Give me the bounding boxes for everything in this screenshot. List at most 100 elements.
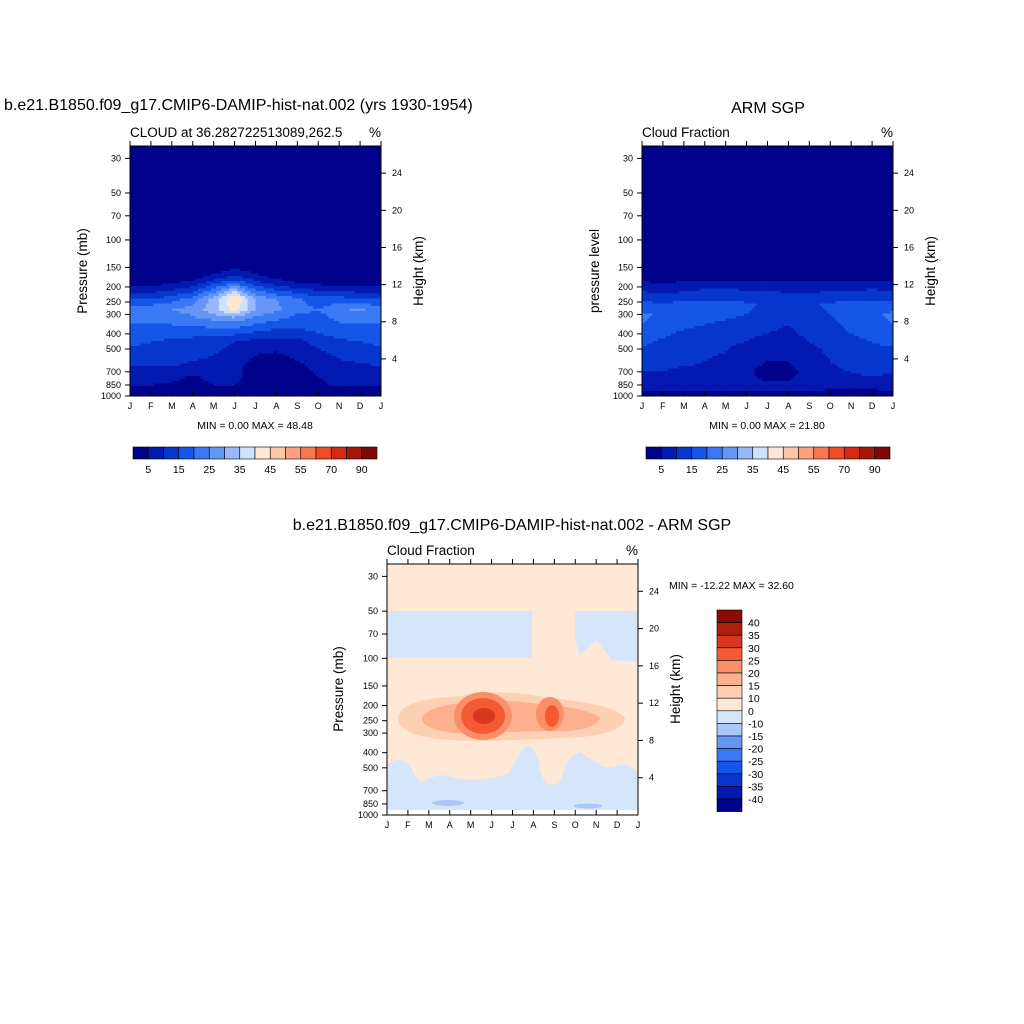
contour-cell <box>203 246 207 250</box>
contour-cell <box>286 268 291 272</box>
contour-cell <box>323 261 327 265</box>
contour-cell <box>286 261 291 265</box>
contour-cell <box>333 188 338 192</box>
contour-cell <box>250 221 254 225</box>
contour-cell <box>166 211 170 215</box>
contour-cell <box>347 236 351 240</box>
contour-cell <box>328 261 332 265</box>
contour-cell <box>153 233 157 237</box>
contour-cell <box>177 196 181 200</box>
contour-cell <box>258 188 262 192</box>
contour-cell <box>271 246 275 250</box>
contour-cell <box>205 231 210 235</box>
contour-cell <box>211 261 215 265</box>
contour-cell <box>313 233 317 237</box>
contour-cell <box>255 153 259 157</box>
contour-cell <box>197 248 202 252</box>
contour-cell <box>360 198 364 202</box>
contour-cell <box>234 153 238 157</box>
contour-cell <box>166 183 170 187</box>
contour-cell <box>237 238 241 242</box>
contour-cell <box>250 223 254 227</box>
contour-cell <box>229 173 233 177</box>
contour-cell <box>179 188 183 192</box>
contour-cell <box>271 251 275 255</box>
contour-cell <box>221 266 225 270</box>
contour-cell <box>132 166 136 170</box>
contour-cell <box>197 206 202 210</box>
contour-cell <box>231 168 236 172</box>
contour-cell <box>315 273 319 277</box>
contour-cell <box>197 188 202 192</box>
contour-cell <box>143 213 147 217</box>
contour-cell <box>216 218 220 222</box>
contour-cell <box>375 196 379 200</box>
contour-cell <box>370 233 374 237</box>
contour-cell <box>333 186 338 190</box>
contour-cell <box>200 156 204 160</box>
contour-cell <box>135 183 139 187</box>
contour-cell <box>195 191 199 195</box>
contour-cell <box>260 203 264 207</box>
contour-cell <box>239 176 244 180</box>
contour-cell <box>373 271 377 275</box>
contour-cell <box>315 261 319 265</box>
contour-cell <box>349 156 353 160</box>
contour-cell <box>362 256 366 260</box>
contour-cell <box>354 238 359 242</box>
contour-cell <box>297 253 301 257</box>
contour-cell <box>221 146 225 150</box>
contour-cell <box>229 181 233 185</box>
contour-cell <box>352 196 356 200</box>
contour-cell <box>150 231 155 235</box>
contour-cell <box>331 261 335 265</box>
contour-cell <box>148 246 152 250</box>
contour-cell <box>373 186 377 190</box>
contour-cell <box>130 263 134 267</box>
contour-cell <box>169 246 173 250</box>
contour-cell <box>307 241 311 245</box>
contour-cell <box>360 151 364 155</box>
contour-cell <box>137 273 142 277</box>
contour-cell <box>333 151 338 155</box>
contour-cell <box>216 206 220 210</box>
contour-cell <box>195 261 199 265</box>
contour-cell <box>187 191 191 195</box>
contour-cell <box>184 203 189 207</box>
contour-cell <box>352 163 356 167</box>
contour-cell <box>158 188 162 192</box>
contour-cell <box>279 218 283 222</box>
contour-cell <box>373 223 377 227</box>
contour-cell <box>145 163 149 167</box>
contour-cell <box>132 178 136 182</box>
contour-cell <box>333 256 338 260</box>
contour-cell <box>150 208 155 212</box>
contour-cell <box>177 158 181 162</box>
contour-cell <box>255 163 259 167</box>
contour-cell <box>362 213 366 217</box>
contour-cell <box>229 186 233 190</box>
contour-cell <box>192 271 196 275</box>
contour-cell <box>375 178 379 182</box>
contour-cell <box>286 208 291 212</box>
contour-cell <box>130 201 134 205</box>
contour-cell <box>250 156 254 160</box>
contour-cell <box>195 178 199 182</box>
contour-cell <box>158 226 162 230</box>
contour-cell <box>143 211 147 215</box>
contour-cell <box>153 236 157 240</box>
contour-cell <box>313 241 317 245</box>
contour-cell <box>218 201 223 205</box>
contour-cell <box>360 233 364 237</box>
contour-cell <box>286 241 291 245</box>
contour-cell <box>197 246 202 250</box>
contour-cell <box>177 216 181 220</box>
contour-cell <box>299 178 304 182</box>
contour-cell <box>132 173 136 177</box>
contour-cell <box>347 181 351 185</box>
contour-cell <box>171 178 176 182</box>
contour-cell <box>224 243 228 247</box>
contour-cell <box>323 148 327 152</box>
contour-cell <box>326 243 330 247</box>
contour-cell <box>373 151 377 155</box>
